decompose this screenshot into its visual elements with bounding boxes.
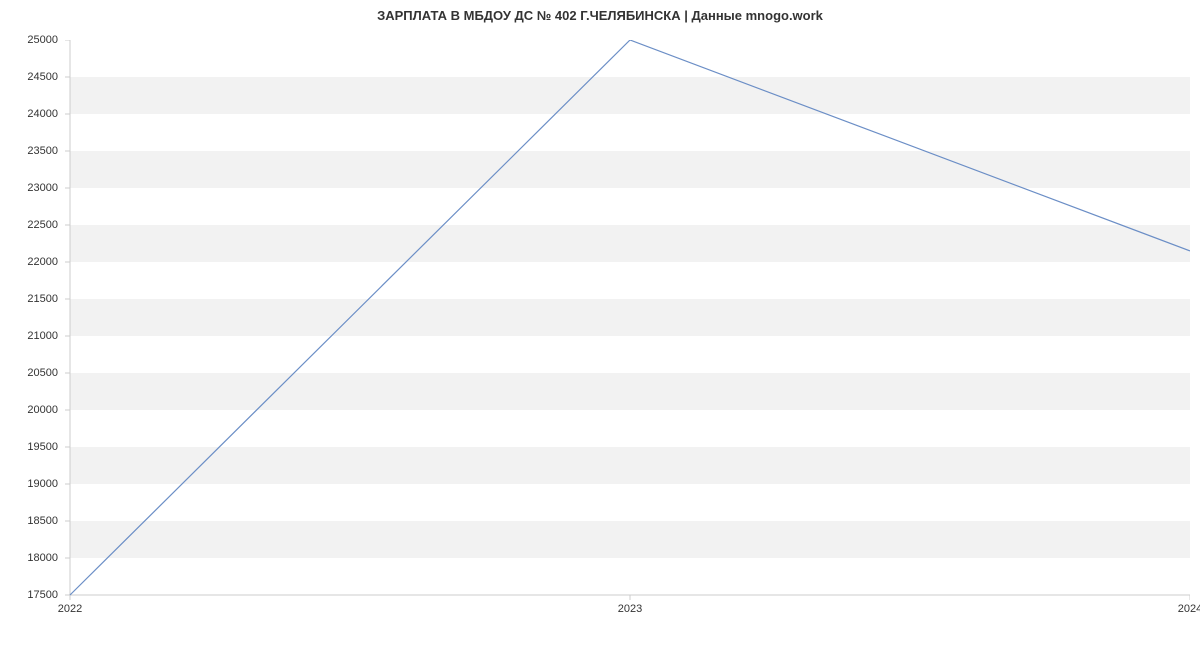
y-tick-label: 21000 (18, 330, 58, 342)
y-tick-label: 25000 (18, 34, 58, 46)
y-tick-label: 23000 (18, 182, 58, 194)
y-tick-label: 19500 (18, 441, 58, 453)
x-tick-label: 2022 (58, 603, 82, 615)
y-tick-label: 22000 (18, 256, 58, 268)
y-tick-label: 21500 (18, 293, 58, 305)
y-tick-label: 24500 (18, 71, 58, 83)
y-tick-label: 23500 (18, 145, 58, 157)
chart-container: ЗАРПЛАТА В МБДОУ ДС № 402 Г.ЧЕЛЯБИНСКА |… (0, 0, 1200, 650)
chart-title: ЗАРПЛАТА В МБДОУ ДС № 402 Г.ЧЕЛЯБИНСКА |… (0, 8, 1200, 23)
y-tick-label: 19000 (18, 478, 58, 490)
y-tick-label: 20000 (18, 404, 58, 416)
x-tick-label: 2024 (1178, 603, 1200, 615)
x-tick-label: 2023 (618, 603, 642, 615)
y-tick-label: 18000 (18, 552, 58, 564)
y-tick-label: 24000 (18, 108, 58, 120)
chart-plot (65, 40, 1190, 605)
y-tick-label: 22500 (18, 219, 58, 231)
y-tick-label: 20500 (18, 367, 58, 379)
y-tick-label: 18500 (18, 515, 58, 527)
y-tick-label: 17500 (18, 589, 58, 601)
